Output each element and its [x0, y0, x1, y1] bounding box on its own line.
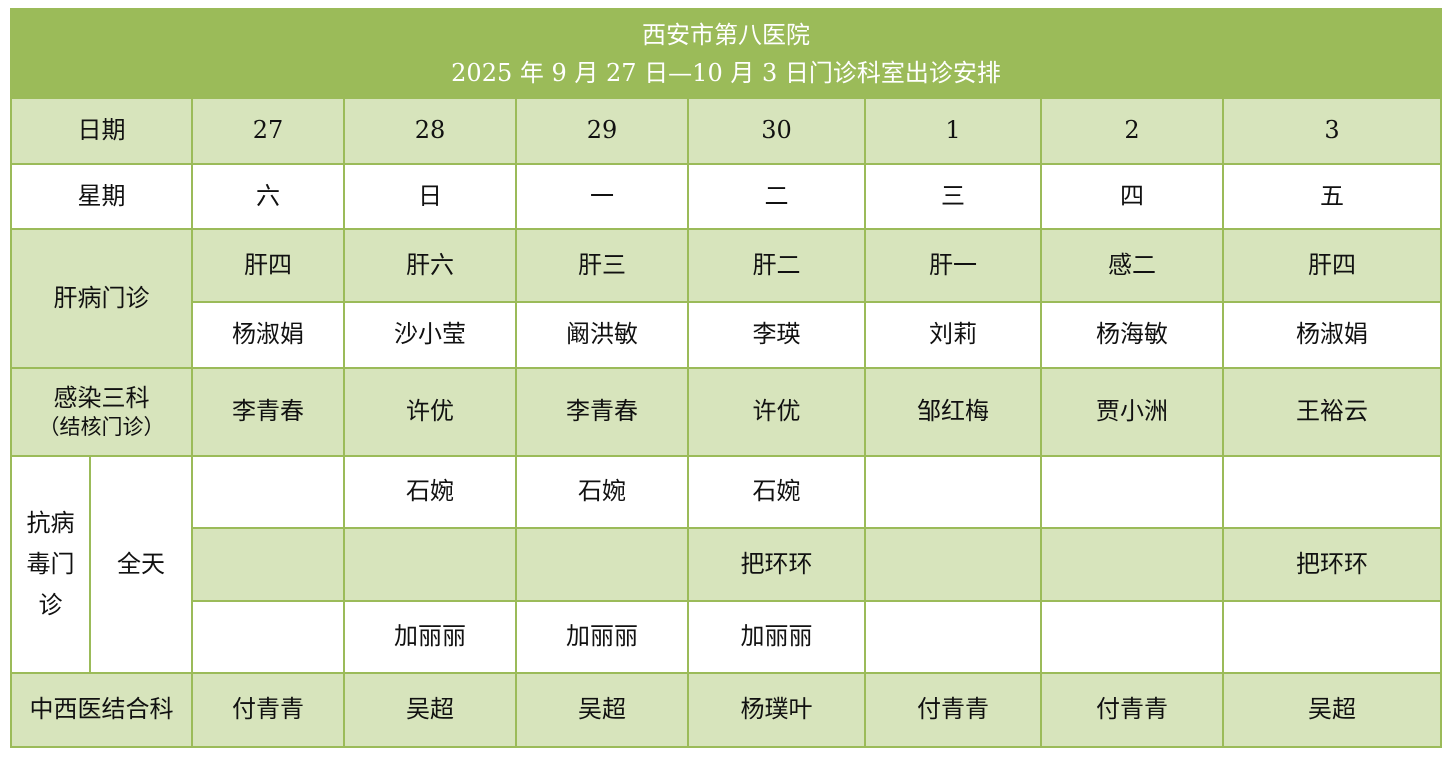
infection-sublabel: （结核门诊）	[38, 414, 165, 439]
doctor-cell: 李青春	[515, 367, 689, 457]
date-cell: 1	[864, 97, 1042, 165]
weekday-cell: 五	[1221, 163, 1443, 230]
liver-doctor-row: 杨淑娟 沙小莹 阚洪敏 李瑛 刘莉 杨海敏 杨淑娟	[11, 301, 1443, 369]
date-cell: 27	[191, 97, 345, 165]
doctor-cell: 付青青	[191, 672, 345, 748]
infection-row: 感染三科 （结核门诊） 李青春 许优 李青春 许优 邹红梅 贾小洲 王裕云	[10, 367, 1443, 457]
weekday-cell: 一	[515, 163, 689, 230]
date-row: 日期 27 28 29 30 1 2 3	[10, 97, 1443, 165]
doctor-cell: 王裕云	[1221, 367, 1443, 457]
doctor-cell: 吴超	[343, 672, 517, 748]
hospital-name: 西安市第八医院	[642, 20, 811, 49]
doctor-cell	[191, 455, 345, 529]
room-cell: 肝一	[864, 228, 1042, 303]
doctor-cell: 石婉	[515, 455, 689, 529]
doctor-cell	[191, 527, 345, 602]
combined-row: 中西医结合科 付青青 吴超 吴超 杨璞叶 付青青 付青青 吴超	[10, 672, 1443, 748]
antiviral-label: 抗病毒门诊	[10, 455, 91, 674]
doctor-cell: 许优	[343, 367, 517, 457]
doctor-cell	[515, 527, 689, 602]
doctor-cell: 沙小莹	[343, 301, 517, 369]
antiviral-row: 加丽丽 加丽丽 加丽丽	[11, 600, 1443, 674]
table-title: 西安市第八医院 2025 年 9 月 27 日—10 月 3 日门诊科室出诊安排	[9, 8, 1443, 99]
doctor-cell: 吴超	[1221, 672, 1443, 748]
doctor-cell: 把环环	[687, 527, 866, 602]
doctor-cell: 刘莉	[864, 301, 1042, 369]
doctor-cell: 李青春	[191, 367, 345, 457]
doctor-cell	[1221, 600, 1443, 674]
date-cell: 30	[687, 97, 866, 165]
room-cell: 肝六	[343, 228, 517, 303]
doctor-cell: 杨璞叶	[687, 672, 866, 748]
doctor-cell: 加丽丽	[687, 600, 866, 674]
doctor-cell: 阚洪敏	[515, 301, 689, 369]
doctor-cell: 石婉	[687, 455, 866, 529]
doctor-cell	[864, 527, 1042, 602]
doctor-cell: 吴超	[515, 672, 689, 748]
doctor-cell	[1221, 455, 1443, 529]
date-cell: 28	[343, 97, 517, 165]
weekday-cell: 四	[1040, 163, 1224, 230]
doctor-cell: 加丽丽	[515, 600, 689, 674]
doctor-cell	[343, 527, 517, 602]
weekday-cell: 六	[191, 163, 345, 230]
liver-room-row: 肝病门诊 肝四 肝六 肝三 肝二 肝一 感二 肝四	[10, 228, 1443, 369]
doctor-cell: 李瑛	[687, 301, 866, 369]
doctor-cell: 石婉	[343, 455, 517, 529]
room-cell: 肝二	[687, 228, 866, 303]
doctor-cell: 杨淑娟	[1221, 301, 1443, 369]
room-cell: 感二	[1040, 228, 1224, 303]
date-cell: 3	[1221, 97, 1443, 165]
doctor-cell: 杨淑娟	[191, 301, 345, 369]
doctor-cell: 邹红梅	[864, 367, 1042, 457]
infection-label: 感染三科 （结核门诊）	[10, 367, 193, 457]
date-cell: 29	[515, 97, 689, 165]
weekday-cell: 二	[687, 163, 866, 230]
date-label: 日期	[10, 97, 193, 165]
schedule-table: 西安市第八医院 2025 年 9 月 27 日—10 月 3 日门诊科室出诊安排…	[9, 8, 1443, 748]
doctor-cell: 付青青	[1040, 672, 1224, 748]
doctor-cell: 加丽丽	[343, 600, 517, 674]
room-cell: 肝三	[515, 228, 689, 303]
liver-clinic-label: 肝病门诊	[10, 228, 193, 369]
weekday-row: 星期 六 日 一 二 三 四 五	[10, 163, 1443, 230]
room-cell: 肝四	[1221, 228, 1443, 303]
doctor-cell	[1040, 600, 1224, 674]
room-cell: 肝四	[191, 228, 345, 303]
infection-dept: 感染三科	[53, 383, 150, 412]
weekday-cell: 三	[864, 163, 1042, 230]
doctor-cell: 把环环	[1221, 527, 1443, 602]
combined-label: 中西医结合科	[10, 672, 193, 748]
doctor-cell	[864, 455, 1042, 529]
weekday-cell: 日	[343, 163, 517, 230]
doctor-cell: 贾小洲	[1040, 367, 1224, 457]
antiviral-session: 全天	[89, 455, 193, 674]
doctor-cell: 付青青	[864, 672, 1042, 748]
doctor-cell	[1040, 455, 1224, 529]
doctor-cell	[1040, 527, 1224, 602]
schedule-period: 2025 年 9 月 27 日—10 月 3 日门诊科室出诊安排	[451, 58, 1001, 87]
doctor-cell: 杨海敏	[1040, 301, 1224, 369]
antiviral-row: 抗病毒门诊 全天 石婉 石婉 石婉	[10, 455, 1443, 674]
doctor-cell	[864, 600, 1042, 674]
doctor-cell	[191, 600, 345, 674]
antiviral-row: 把环环 把环环	[11, 527, 1443, 602]
weekday-label: 星期	[10, 163, 193, 230]
doctor-cell: 许优	[687, 367, 866, 457]
date-cell: 2	[1040, 97, 1224, 165]
